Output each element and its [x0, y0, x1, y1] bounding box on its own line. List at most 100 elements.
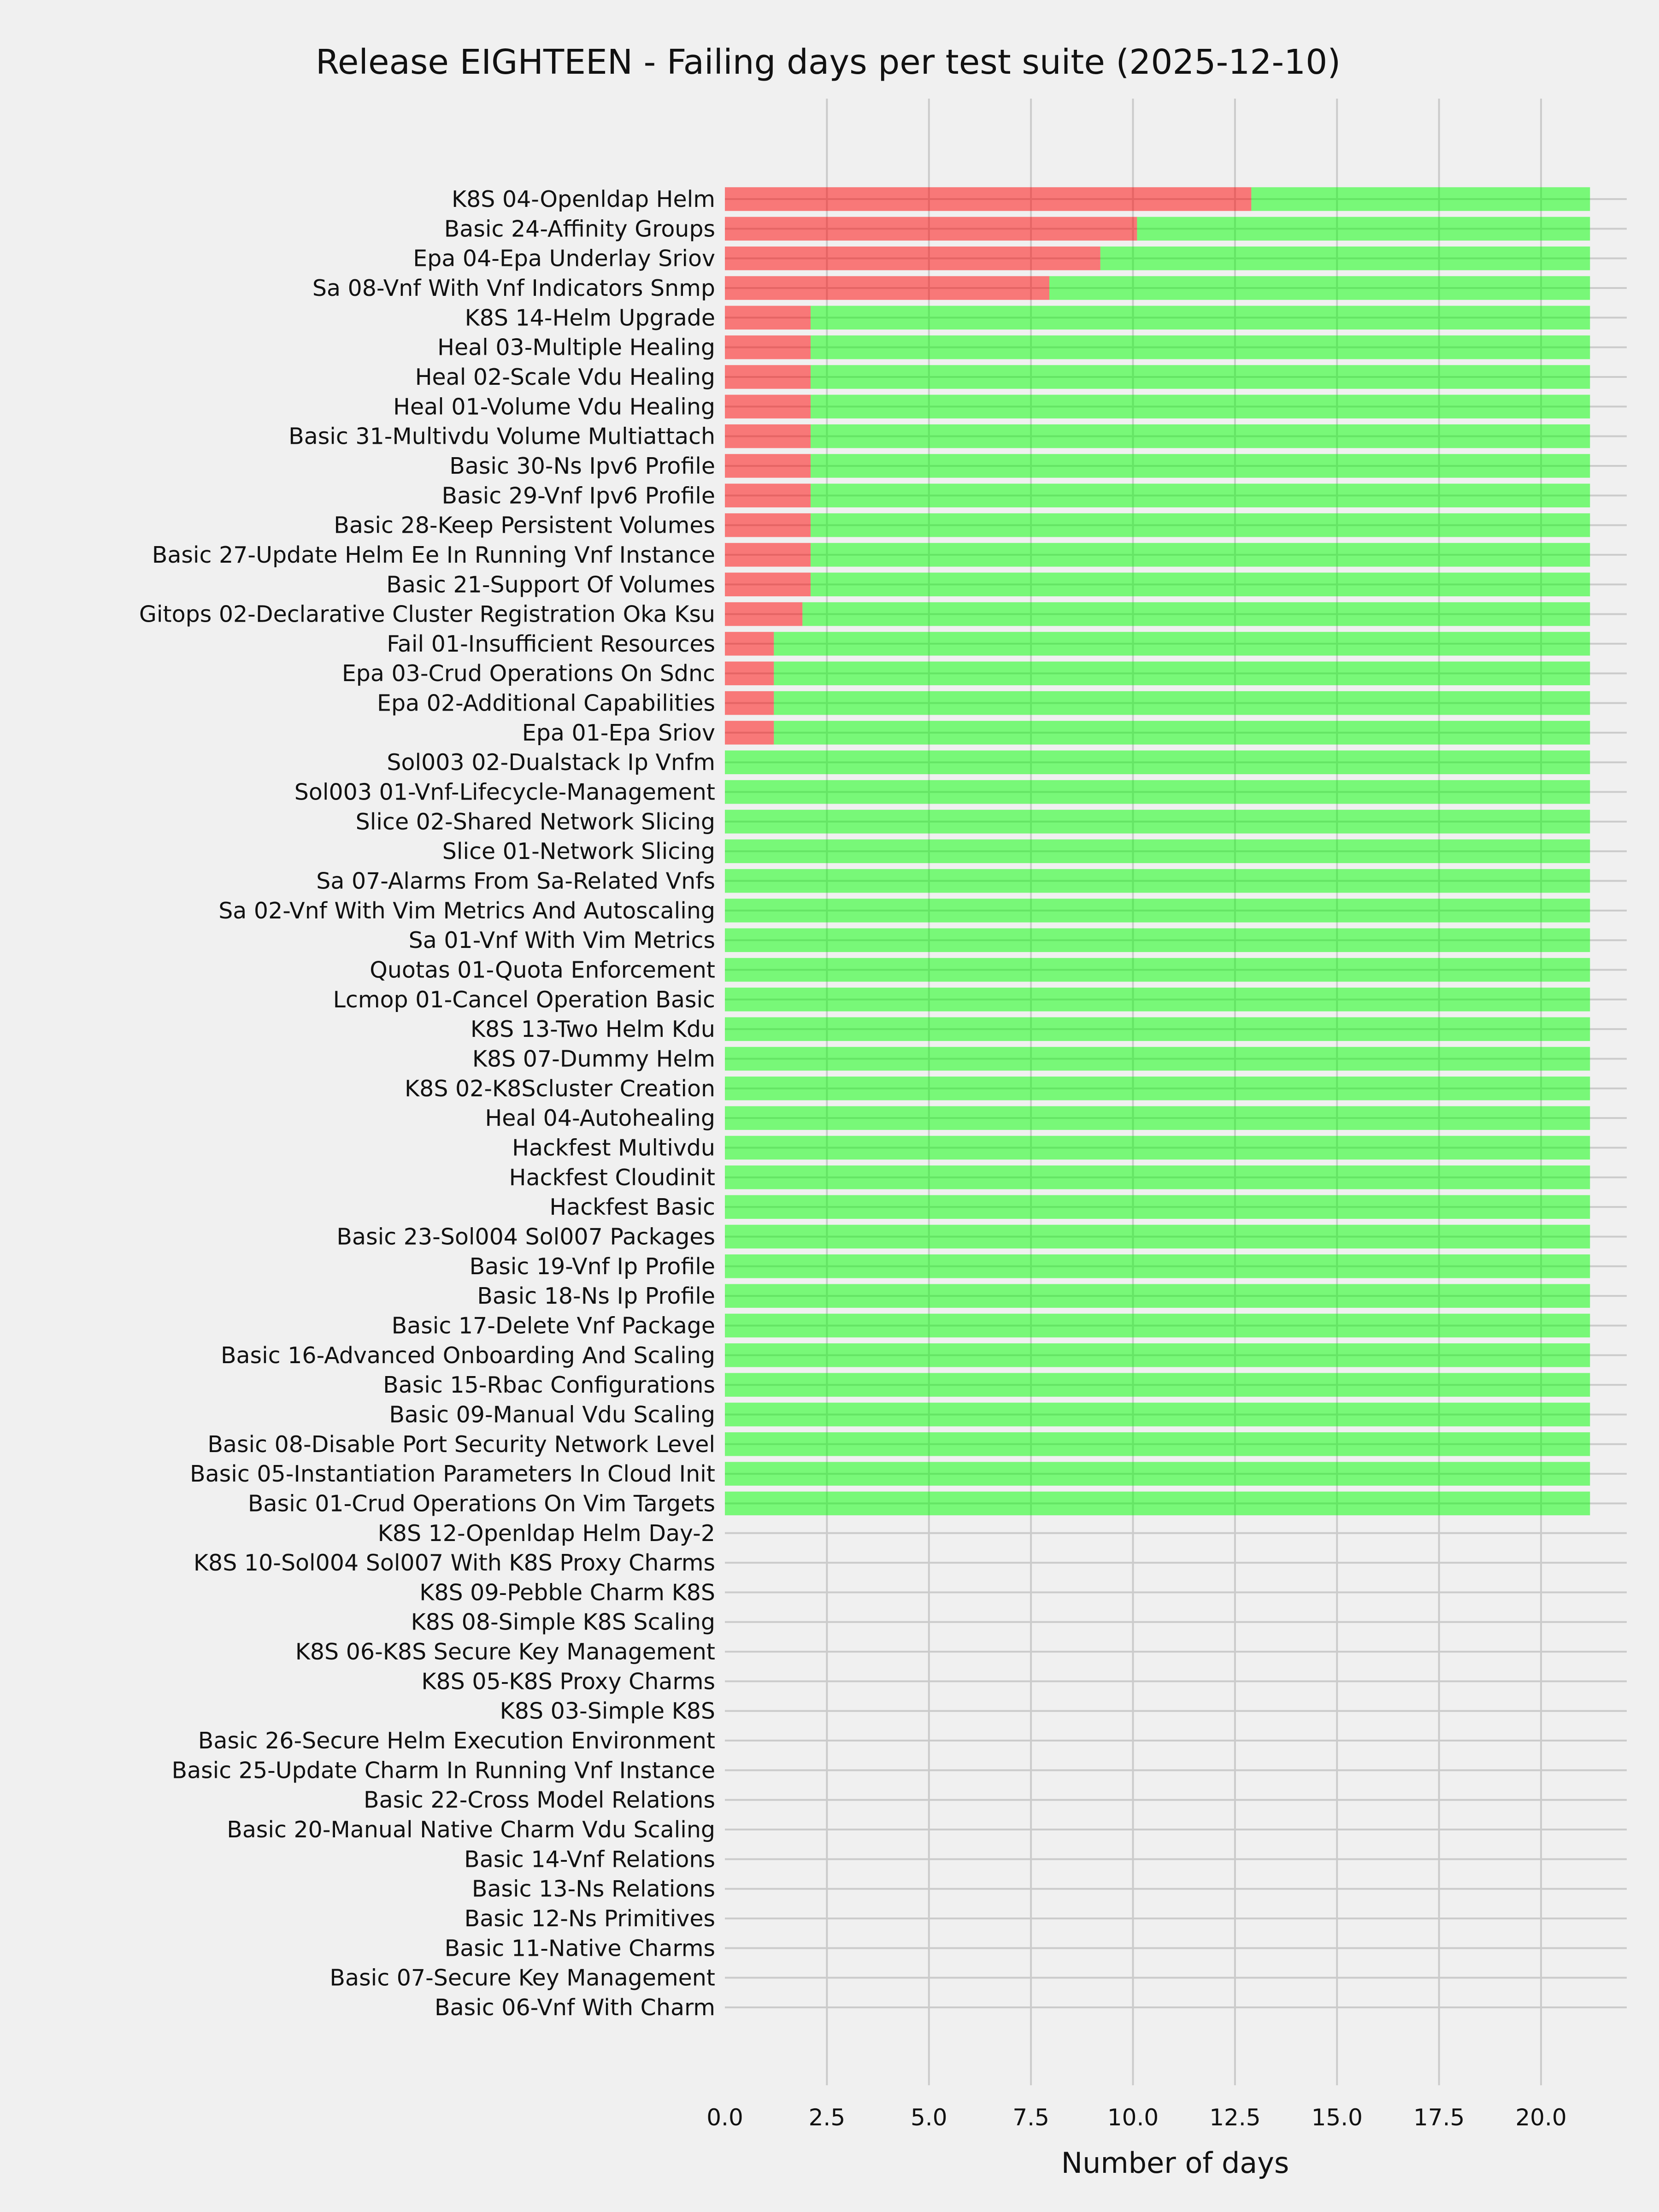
bar-failing — [725, 721, 774, 745]
bar-passing — [725, 1195, 1590, 1219]
y-tick-label: Hackfest Cloudinit — [509, 1165, 715, 1191]
y-tick-label: Heal 03-Multiple Healing — [437, 335, 715, 361]
bar-failing — [725, 543, 811, 567]
y-tick-label: Basic 15-Rbac Configurations — [383, 1372, 715, 1398]
y-tick-label: Basic 21-Support Of Volumes — [386, 571, 715, 598]
y-tick-label: Basic 12-Ns Primitives — [465, 1906, 715, 1932]
y-tick-label: K8S 03-Simple K8S — [500, 1698, 715, 1724]
bar-passing — [725, 869, 1590, 893]
bar-passing — [774, 661, 1590, 685]
bar-passing — [810, 483, 1590, 508]
x-tick-label: 5.0 — [911, 2104, 947, 2131]
y-tick-label: Basic 05-Instantiation Parameters In Clo… — [190, 1461, 715, 1487]
bar-failing — [725, 394, 811, 419]
y-tick-label: Basic 16-Advanced Onboarding And Scaling — [221, 1342, 715, 1369]
bar-passing — [1049, 276, 1590, 300]
y-tick-label: Basic 11-Native Charms — [445, 1935, 715, 1961]
bar-failing — [725, 572, 811, 596]
bar-passing — [725, 1017, 1590, 1041]
y-tick-label: Slice 02-Shared Network Slicing — [356, 809, 715, 835]
bar-passing — [1100, 246, 1590, 271]
bar-failing — [725, 306, 811, 330]
y-tick-label: Gitops 02-Declarative Cluster Registrati… — [139, 601, 715, 628]
bar-failing — [725, 632, 774, 656]
bar-failing — [725, 691, 774, 715]
y-tick-label: K8S 08-Simple K8S Scaling — [411, 1609, 715, 1635]
y-tick-label: Basic 26-Secure Helm Execution Environme… — [198, 1728, 715, 1754]
y-tick-label: Basic 19-Vnf Ip Profile — [470, 1253, 715, 1280]
y-tick-label: Slice 01-Network Slicing — [442, 838, 715, 865]
y-tick-label: Epa 03-Crud Operations On Sdnc — [342, 660, 715, 687]
bar-failing — [725, 335, 811, 359]
y-tick-label: Hackfest Basic — [549, 1194, 715, 1220]
bar-passing — [725, 899, 1590, 923]
bar-passing — [725, 1491, 1590, 1516]
y-tick-label: Quotas 01-Quota Enforcement — [370, 957, 715, 983]
bar-failing — [725, 365, 811, 389]
x-tick-labels: 0.0 2.5 5.0 7.5 10.0 12.5 15.0 17.5 20.0 — [706, 2104, 1566, 2131]
y-tick-label: Sa 08-Vnf With Vnf Indicators Snmp — [312, 275, 715, 301]
y-tick-label: Epa 01-Epa Sriov — [522, 720, 715, 746]
y-tick-label: K8S 06-K8S Secure Key Management — [295, 1639, 715, 1665]
y-tick-label: Basic 20-Manual Native Charm Vdu Scaling — [227, 1817, 715, 1843]
bar-passing — [725, 1135, 1590, 1160]
bar-passing — [810, 454, 1590, 478]
x-tick-label: 15.0 — [1312, 2104, 1363, 2131]
bar-passing — [725, 780, 1590, 804]
bar-failing — [725, 246, 1100, 271]
x-tick-label: 17.5 — [1413, 2104, 1465, 2131]
y-tick-label: Sa 07-Alarms From Sa-Related Vnfs — [316, 868, 715, 894]
y-tick-label: K8S 13-Two Helm Kdu — [471, 1016, 715, 1042]
bar-passing — [725, 1047, 1590, 1071]
y-tick-label: Basic 09-Manual Vdu Scaling — [389, 1401, 715, 1428]
bar-passing — [810, 306, 1590, 330]
bar-passing — [725, 1077, 1590, 1100]
y-tick-label: K8S 04-Openldap Helm — [452, 186, 715, 212]
y-tick-label: Basic 31-Multivdu Volume Multiattach — [288, 424, 715, 450]
bar-passing — [725, 928, 1590, 952]
x-tick-label: 2.5 — [809, 2104, 846, 2131]
y-tick-label: Basic 28-Keep Persistent Volumes — [334, 512, 715, 539]
bar-failing — [725, 187, 1252, 211]
bar-failing — [725, 602, 803, 626]
bar-passing — [725, 958, 1590, 982]
bar-passing — [810, 335, 1590, 359]
bar-failing — [725, 661, 774, 685]
bar-failing — [725, 217, 1137, 241]
bar-passing — [725, 810, 1590, 834]
y-tick-label: Basic 22-Cross Model Relations — [364, 1787, 715, 1813]
y-tick-label: K8S 05-K8S Proxy Charms — [421, 1668, 715, 1694]
y-tick-label: Basic 23-Sol004 Sol007 Packages — [336, 1224, 715, 1250]
y-tick-label: Hackfest Multivdu — [512, 1135, 715, 1161]
bar-passing — [774, 721, 1590, 745]
y-tick-label: Sa 01-Vnf With Vim Metrics — [409, 927, 715, 953]
y-tick-label: Fail 01-Insufficient Resources — [387, 631, 715, 657]
bar-passing — [725, 1254, 1590, 1278]
bar-passing — [725, 750, 1590, 774]
y-tick-label: Lcmop 01-Cancel Operation Basic — [333, 987, 715, 1013]
bar-passing — [725, 1462, 1590, 1486]
bar-passing — [725, 1224, 1590, 1249]
y-tick-label: Basic 01-Crud Operations On Vim Targets — [248, 1490, 715, 1517]
x-tick-label: 12.5 — [1209, 2104, 1260, 2131]
bar-passing — [725, 988, 1590, 1012]
chart-title: Release EIGHTEEN - Failing days per test… — [316, 42, 1341, 82]
bar-passing — [725, 1165, 1590, 1189]
bar-passing — [1137, 217, 1590, 241]
y-tick-label: Basic 24-Affinity Groups — [444, 216, 715, 242]
y-tick-label: Basic 30-Ns Ipv6 Profile — [449, 453, 715, 479]
bars — [725, 187, 1590, 1516]
bar-passing — [810, 424, 1590, 448]
y-tick-label: Basic 29-Vnf Ipv6 Profile — [441, 482, 715, 509]
x-tick-label: 7.5 — [1012, 2104, 1049, 2131]
y-tick-label: Epa 04-Epa Underlay Sriov — [413, 246, 715, 272]
y-tick-label: Basic 25-Update Charm In Running Vnf Ins… — [171, 1757, 715, 1783]
x-axis-label: Number of days — [1061, 2146, 1289, 2180]
y-tick-label: Heal 04-Autohealing — [485, 1105, 715, 1131]
y-tick-labels: K8S 04-Openldap Helm Basic 24-Affinity Gr… — [139, 186, 715, 2021]
bar-passing — [810, 365, 1590, 389]
y-tick-label: Epa 02-Additional Capabilities — [377, 690, 715, 717]
bar-failing — [725, 513, 811, 537]
